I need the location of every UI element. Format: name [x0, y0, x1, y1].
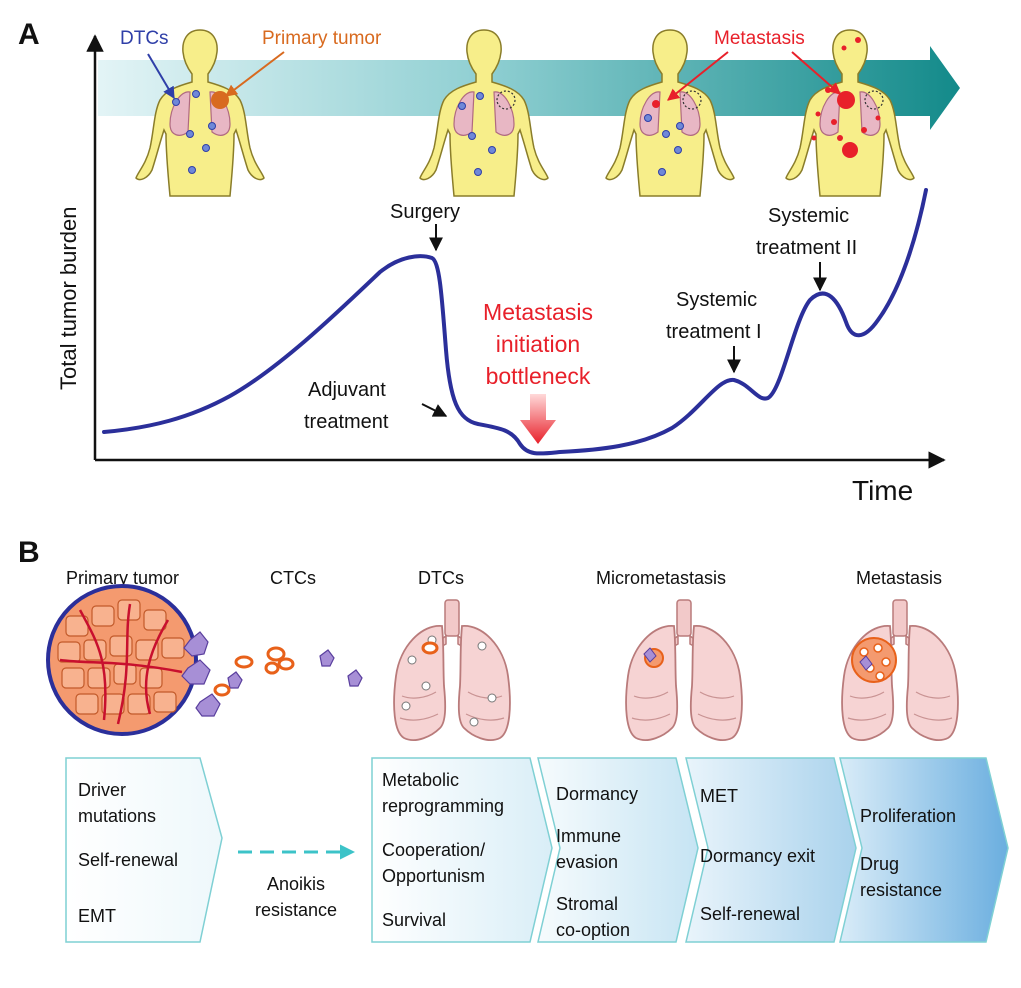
human-figure-4	[785, 29, 915, 197]
panel-b-letter: B	[18, 536, 40, 569]
label-dtcs: DTCs	[120, 28, 169, 49]
label-bottleneck-2: initiation	[496, 331, 580, 357]
stage-label-primary-tumor: Primary tumor	[66, 568, 179, 588]
primary-tumor-dot	[211, 91, 229, 109]
human-figure-1	[135, 29, 265, 197]
anoikis-line1: Anoikis	[267, 874, 325, 894]
arrow-adjuvant	[421, 403, 448, 417]
box3-line1: Dormancy	[556, 784, 638, 804]
box2-line2: reprogramming	[382, 796, 504, 816]
box1-line4: EMT	[78, 906, 116, 926]
label-bottleneck-1: Metastasis	[483, 299, 593, 325]
label-primary-tumor: Primary tumor	[262, 28, 382, 49]
stage-label-micrometastasis: Micrometastasis	[596, 568, 726, 588]
box4-line1: MET	[700, 786, 738, 806]
lungs-dtcs	[393, 599, 511, 741]
box3-line2: Immune	[556, 826, 621, 846]
box2-line1: Metabolic	[382, 770, 459, 790]
label-adjuvant-1: Adjuvant	[308, 379, 386, 401]
arrow-primary-tumor	[225, 51, 285, 97]
label-bottleneck-3: bottleneck	[486, 363, 591, 389]
process-box-5	[839, 757, 1009, 943]
box1-line1: Driver	[78, 780, 126, 800]
arrow-metastasis-2	[791, 51, 841, 95]
arrow-dtcs	[147, 53, 175, 100]
process-box-4	[685, 757, 857, 943]
box3-line3: evasion	[556, 852, 618, 872]
anoikis-line2: resistance	[255, 900, 337, 920]
bottleneck-arrow	[520, 394, 556, 444]
label-sys1-1: Systemic	[676, 289, 757, 311]
label-metastasis-top: Metastasis	[714, 28, 805, 49]
timeline-arrow	[98, 46, 960, 130]
box2-line3: Cooperation/	[382, 840, 485, 860]
stage-label-dtcs: DTCs	[418, 568, 464, 588]
box5-line2: Drug	[860, 854, 899, 874]
box3-line5: co-option	[556, 920, 630, 940]
box3-line4: Stromal	[556, 894, 618, 914]
escaping-cells	[181, 631, 363, 717]
process-box-1	[65, 757, 223, 943]
label-sys2-1: Systemic	[768, 205, 849, 227]
x-axis-label: Time	[852, 475, 913, 506]
box2-line5: Survival	[382, 910, 446, 930]
lungs-micrometastasis	[625, 599, 743, 741]
label-sys1-2: treatment I	[666, 321, 762, 343]
box4-line3: Self-renewal	[700, 904, 800, 924]
y-axis-label: Total tumor burden	[56, 207, 81, 390]
primary-tumor-mass	[46, 584, 198, 736]
box5-line3: resistance	[860, 880, 942, 900]
box1-line2: mutations	[78, 806, 156, 826]
human-figure-3	[605, 29, 735, 197]
stage-label-ctcs: CTCs	[270, 568, 316, 588]
box1-line3: Self-renewal	[78, 850, 178, 870]
label-sys2-2: treatment II	[756, 237, 857, 259]
lungs-metastasis	[841, 599, 959, 741]
stage-label-metastasis: Metastasis	[856, 568, 942, 588]
label-surgery: Surgery	[390, 201, 460, 223]
box2-line4: Opportunism	[382, 866, 485, 886]
process-box-2	[371, 757, 553, 943]
tumor-burden-curve	[102, 188, 928, 456]
panel-a-letter: A	[18, 18, 40, 51]
process-box-3	[537, 757, 699, 943]
label-adjuvant-2: treatment	[304, 411, 389, 433]
box4-line2: Dormancy exit	[700, 846, 815, 866]
box5-line1: Proliferation	[860, 806, 956, 826]
arrow-metastasis-1	[667, 51, 729, 101]
human-figure-2	[419, 29, 549, 197]
